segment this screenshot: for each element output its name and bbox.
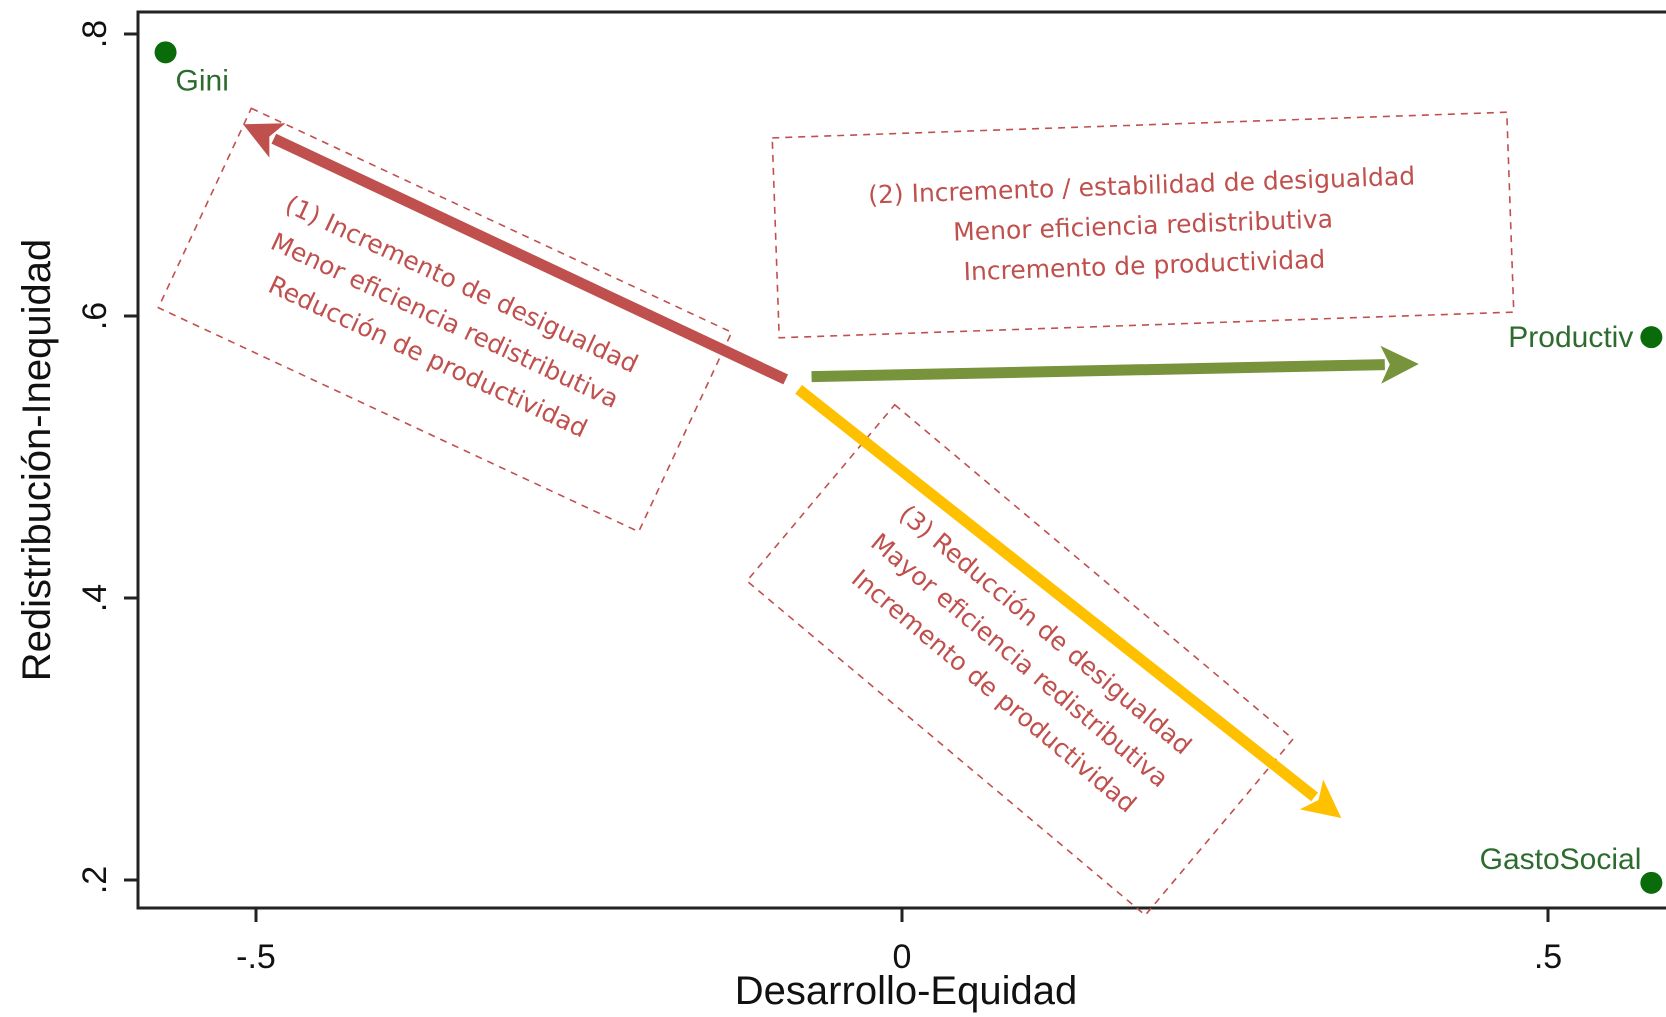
annotation-line: Menor eficiencia redistributiva — [953, 204, 1334, 246]
annotation-2: (2) Incremento / estabilidad de desigual… — [771, 111, 1515, 339]
plot-frame — [136, 10, 1666, 910]
y-tick-label: .2 — [76, 866, 114, 894]
point-marker — [1640, 871, 1663, 894]
x-tick-label: -.5 — [236, 938, 276, 976]
x-axis-title: Desarrollo-Equidad — [735, 969, 1077, 1013]
arrows — [243, 123, 1419, 818]
y-tick-label: .8 — [76, 20, 114, 48]
point-marker — [1640, 326, 1663, 349]
annotation-line: (2) Incremento / estabilidad de desigual… — [868, 161, 1416, 209]
arrow-head — [1380, 345, 1419, 384]
annotation-line: Incremento de productividad — [963, 245, 1326, 287]
arrow-head — [243, 123, 286, 158]
arrow-shaft — [271, 133, 789, 385]
y-axis-title: Redistribución-Inequidad — [15, 239, 59, 682]
point-gastosocial: GastoSocial — [1480, 843, 1663, 894]
arrow-2 — [811, 345, 1419, 384]
arrow-3 — [795, 385, 1342, 818]
y-tick-label: .6 — [76, 302, 114, 330]
data-points: Gini Productiv GastoSocial — [154, 41, 1663, 894]
arrow-shaft — [811, 359, 1385, 383]
arrow-1 — [243, 123, 789, 385]
x-tick-label: 0 — [893, 938, 912, 976]
point-gini: Gini — [154, 41, 229, 97]
y-tick-label: .4 — [76, 584, 114, 612]
arrow-head — [1299, 779, 1342, 818]
point-marker — [154, 41, 177, 64]
point-label: GastoSocial — [1480, 843, 1642, 876]
arrow-shaft — [795, 385, 1319, 802]
axes: -.5 0 .5 .2 .4 .6 .8 — [76, 20, 1562, 976]
point-productiv: Productiv — [1508, 321, 1663, 354]
annotation-box — [771, 111, 1515, 339]
annotation-box — [157, 107, 733, 533]
x-tick-label: .5 — [1534, 938, 1562, 976]
point-label: Gini — [176, 64, 229, 97]
point-label: Productiv — [1508, 321, 1633, 354]
